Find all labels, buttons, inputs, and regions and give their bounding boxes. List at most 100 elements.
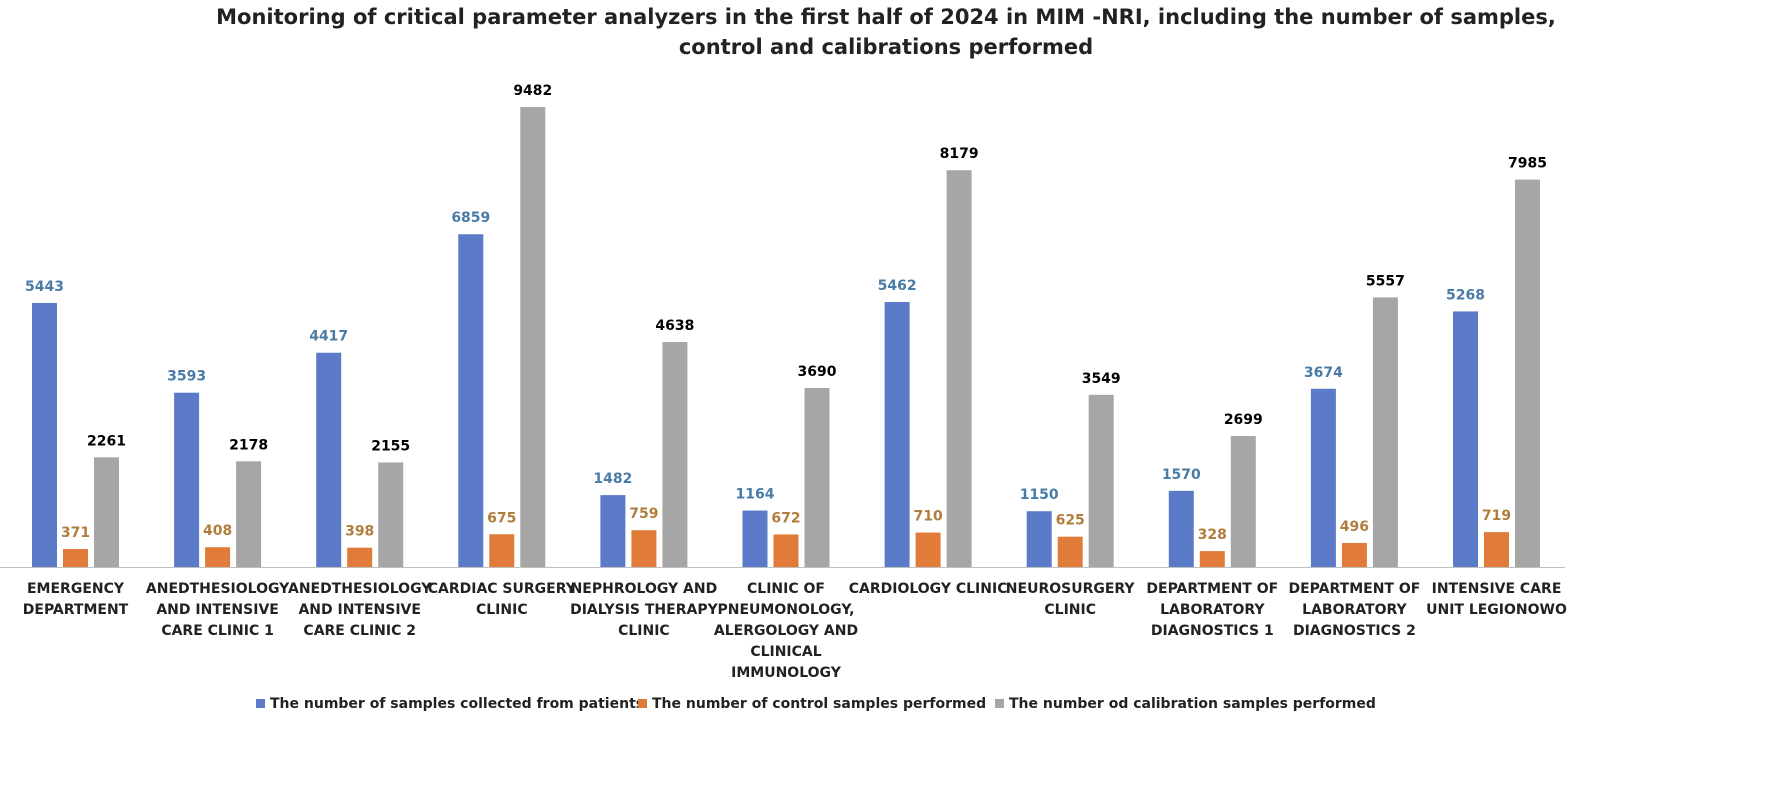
- category-label: AND INTENSIVE: [298, 602, 421, 618]
- category-labels: EMERGENCY DEPARTMENT ANEDTHESIOLOGY AND INT…: [23, 581, 1567, 681]
- bar: [773, 534, 799, 567]
- category-label: LABORATORY: [1160, 602, 1265, 618]
- category-label: DEPARTMENT: [23, 602, 129, 618]
- category-label: CLINIC: [1044, 602, 1096, 618]
- data-label: 625: [1056, 513, 1085, 529]
- data-label: 8179: [940, 146, 979, 162]
- category-label: PNEUMONOLOGY,: [717, 602, 854, 618]
- data-label: 675: [487, 510, 516, 526]
- category-label: INTENSIVE CARE: [1432, 581, 1562, 597]
- category-label: AND INTENSIVE: [156, 602, 279, 618]
- data-label: 2155: [371, 438, 410, 454]
- bar: [489, 534, 515, 567]
- data-label: 2178: [229, 437, 268, 453]
- data-label: 759: [629, 506, 658, 522]
- category-label: CARDIOLOGY CLINIC: [849, 581, 1008, 597]
- bar: [458, 234, 484, 568]
- category-label: CARDIAC SURGERY: [428, 581, 577, 597]
- category-label: DIAGNOSTICS 1: [1151, 623, 1274, 639]
- data-label: 1482: [593, 471, 632, 487]
- legend-label: The number od calibration samples perfor…: [1009, 696, 1376, 712]
- bar: [316, 352, 342, 567]
- bar: [347, 547, 373, 567]
- data-label: 710: [913, 509, 942, 525]
- data-label: 2699: [1224, 412, 1263, 428]
- bar: [520, 107, 546, 567]
- bar: [1199, 551, 1225, 567]
- category-label: NEUROSURGERY: [1006, 581, 1136, 597]
- category-label: CLINICAL: [750, 644, 821, 660]
- bar: [1230, 436, 1256, 567]
- category-label: DEPARTMENT OF: [1289, 581, 1421, 597]
- category-label: DEPARTMENT OF: [1146, 581, 1278, 597]
- category-label: EMERGENCY: [27, 581, 125, 597]
- chart-bars: 5443 371 2261 3593 408 2178 4417 398 2155 6859 675…: [25, 83, 1547, 568]
- bar: [1310, 388, 1336, 567]
- data-label: 3674: [1304, 365, 1343, 381]
- category-label: ANEDTHESIOLOGY: [288, 581, 432, 597]
- legend-swatch: [256, 699, 265, 708]
- data-label: 672: [771, 510, 800, 526]
- legend-label: The number of control samples performed: [652, 696, 986, 712]
- bar: [804, 387, 830, 567]
- bar: [205, 547, 231, 567]
- bar: [600, 495, 626, 567]
- data-label: 3549: [1082, 371, 1121, 387]
- data-label: 5443: [25, 279, 64, 295]
- data-label: 496: [1340, 519, 1369, 535]
- chart-title-line: control and calibrations performed: [679, 35, 1093, 59]
- data-label: 1150: [1020, 487, 1059, 503]
- legend-swatch: [638, 699, 647, 708]
- bar: [63, 549, 88, 567]
- data-label: 3690: [798, 364, 837, 380]
- data-label: 5268: [1446, 287, 1485, 303]
- category-label: DIALYSIS THERAPY: [570, 602, 718, 618]
- bar: [915, 532, 941, 567]
- bar: [1484, 532, 1509, 567]
- category-label: CLINIC OF: [747, 581, 825, 597]
- data-label: 5557: [1366, 273, 1405, 289]
- bar: [1168, 490, 1194, 567]
- category-label: IMMUNOLOGY: [731, 665, 842, 681]
- bar: [884, 302, 910, 567]
- data-label: 328: [1198, 527, 1227, 543]
- bar: [32, 302, 57, 567]
- category-label: NEPHROLOGY AND: [571, 581, 718, 597]
- category-label: CARE CLINIC 2: [303, 623, 416, 639]
- data-label: 4638: [655, 318, 694, 334]
- bar: [662, 341, 688, 567]
- bar: [742, 510, 768, 567]
- data-label: 371: [61, 525, 90, 541]
- category-label: LABORATORY: [1302, 602, 1407, 618]
- data-label: 9482: [513, 83, 552, 99]
- data-label: 5462: [878, 278, 917, 294]
- data-label: 3593: [167, 369, 206, 385]
- category-label: DIAGNOSTICS 2: [1293, 623, 1416, 639]
- bar: [1372, 297, 1398, 567]
- bar: [946, 170, 972, 567]
- bar: [174, 392, 200, 567]
- category-label: CLINIC: [476, 602, 528, 618]
- data-label: 408: [203, 523, 232, 539]
- chart-legend: The number of samples collected from pat…: [256, 696, 1376, 712]
- data-label: 719: [1482, 508, 1511, 524]
- chart-title: Monitoring of critical parameter analyze…: [216, 5, 1556, 59]
- data-label: 6859: [451, 210, 490, 226]
- category-label: CLINIC: [618, 623, 670, 639]
- data-label: 1164: [736, 487, 775, 503]
- bar: [1341, 542, 1367, 567]
- bar: [1057, 536, 1083, 567]
- data-label: 1570: [1162, 467, 1201, 483]
- legend-label: The number of samples collected from pat…: [270, 696, 644, 712]
- chart-title-line: Monitoring of critical parameter analyze…: [216, 5, 1556, 29]
- bar: [1088, 394, 1114, 567]
- data-label: 4417: [309, 329, 348, 345]
- category-label: ANEDTHESIOLOGY: [146, 581, 290, 597]
- data-label: 2261: [87, 433, 126, 449]
- category-label: ALERGOLOGY AND: [714, 623, 858, 639]
- category-label: CARE CLINIC 1: [161, 623, 274, 639]
- data-label: 398: [345, 524, 374, 540]
- bar: [236, 461, 262, 567]
- category-label: UNIT LEGIONOWO: [1426, 602, 1567, 618]
